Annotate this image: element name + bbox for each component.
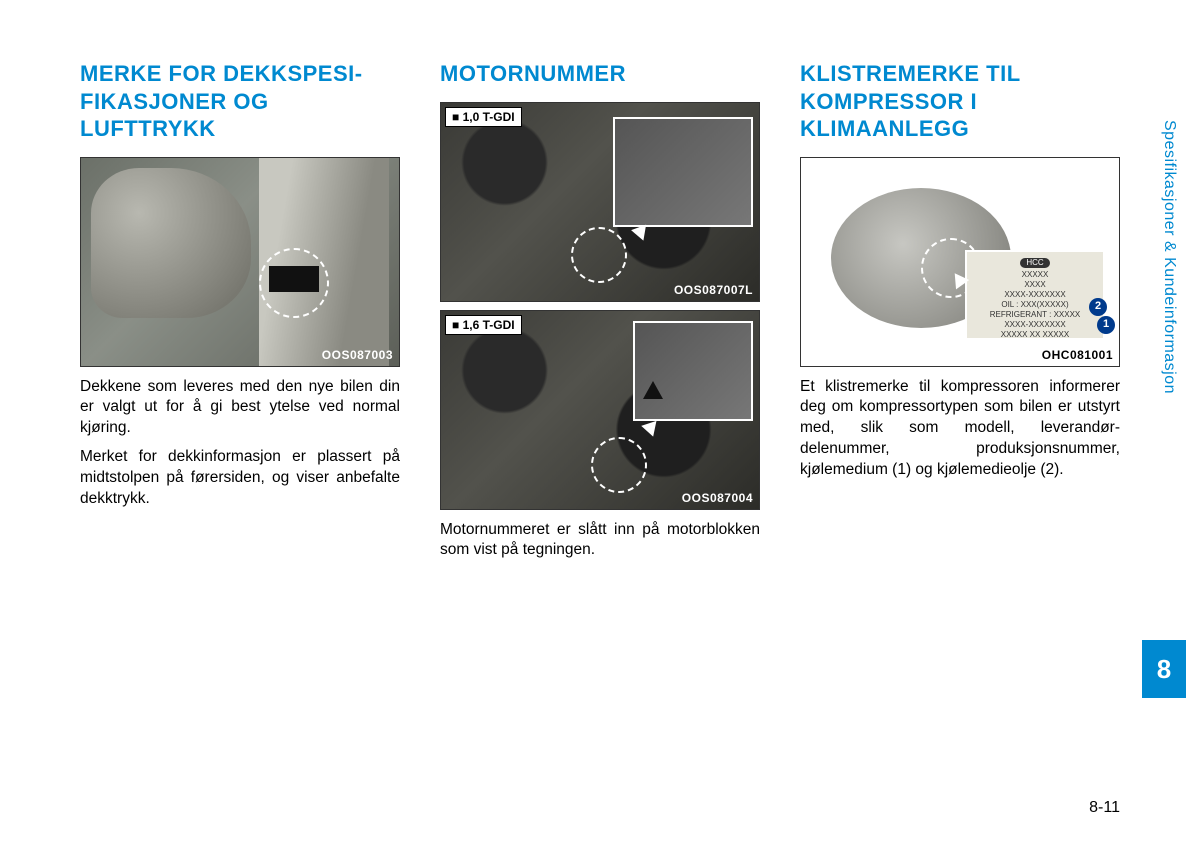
plate-line: XXXX-XXXXXXX bbox=[973, 320, 1097, 330]
column-tire-label: MERKE FOR DEKKSPESI-FIKASJONER OG LUFTTR… bbox=[80, 60, 400, 561]
paragraph: Merket for dekkinformasjon er plassert p… bbox=[80, 447, 400, 510]
callout-number-1: 1 bbox=[1097, 316, 1115, 334]
plate-logo: HCC bbox=[1020, 258, 1049, 268]
highlight-circle bbox=[571, 227, 627, 283]
callout-number-2: 2 bbox=[1089, 298, 1107, 316]
paragraph: Motornummeret er slått inn på motorblokk… bbox=[440, 520, 760, 562]
engine-variant-label: ■ 1,0 T-GDI bbox=[445, 107, 522, 127]
photo-seat bbox=[91, 168, 251, 318]
column-compressor-label: KLISTREMERKE TIL KOMPRESSOR I KLIMAANLEG… bbox=[800, 60, 1120, 561]
figure-code: OOS087003 bbox=[322, 348, 393, 362]
highlight-circle bbox=[591, 437, 647, 493]
plate-line: XXXX-XXXXXXX bbox=[973, 290, 1097, 300]
inset-detail bbox=[633, 321, 753, 421]
figure-compressor: HCC XXXXX XXXX XXXX-XXXXXXX OIL : XXX(XX… bbox=[800, 157, 1120, 367]
page-columns: MERKE FOR DEKKSPESI-FIKASJONER OG LUFTTR… bbox=[80, 60, 1130, 561]
arrow-up-icon bbox=[643, 381, 663, 399]
plate-text: OIL : XXX(XXXXX) bbox=[1001, 300, 1068, 309]
paragraph: Dekkene som leveres med den nye bilen di… bbox=[80, 377, 400, 440]
figure-engine-1-0: ■ 1,0 T-GDI OOS087007L bbox=[440, 102, 760, 302]
engine-variant-label: ■ 1,6 T-GDI bbox=[445, 315, 522, 335]
figure-engine-1-6: ■ 1,6 T-GDI OOS087004 bbox=[440, 310, 760, 510]
figure-code: OOS087004 bbox=[682, 491, 753, 505]
heading-compressor: KLISTREMERKE TIL KOMPRESSOR I KLIMAANLEG… bbox=[800, 60, 1120, 143]
chapter-tab: 8 bbox=[1142, 640, 1186, 698]
inset-detail bbox=[613, 117, 753, 227]
plate-line: XXXX bbox=[973, 280, 1097, 290]
column-engine-number: MOTORNUMMER ■ 1,0 T-GDI OOS087007L ■ 1,6… bbox=[440, 60, 760, 561]
heading-tire-spec: MERKE FOR DEKKSPESI-FIKASJONER OG LUFTTR… bbox=[80, 60, 400, 143]
paragraph: Et klistremerke til kompressoren informe… bbox=[800, 377, 1120, 482]
plate-line: REFRIGERANT : XXXXX bbox=[973, 310, 1097, 320]
figure-code: OHC081001 bbox=[1042, 348, 1113, 362]
side-chapter-title: Spesifikasjoner & Kundeinformasjon bbox=[1160, 120, 1178, 394]
plate-line-oil: OIL : XXX(XXXXX) 2 bbox=[973, 300, 1097, 310]
page-number: 8-11 bbox=[1089, 799, 1120, 817]
heading-engine-number: MOTORNUMMER bbox=[440, 60, 760, 88]
plate-line: XXXXX bbox=[973, 270, 1097, 280]
figure-tire-label: OOS087003 bbox=[80, 157, 400, 367]
figure-code: OOS087007L bbox=[674, 283, 753, 297]
tire-info-sticker bbox=[269, 266, 319, 292]
plate-line: XXXXX XX XXXXX bbox=[973, 330, 1097, 340]
compressor-label-plate: HCC XXXXX XXXX XXXX-XXXXXXX OIL : XXX(XX… bbox=[965, 250, 1105, 340]
